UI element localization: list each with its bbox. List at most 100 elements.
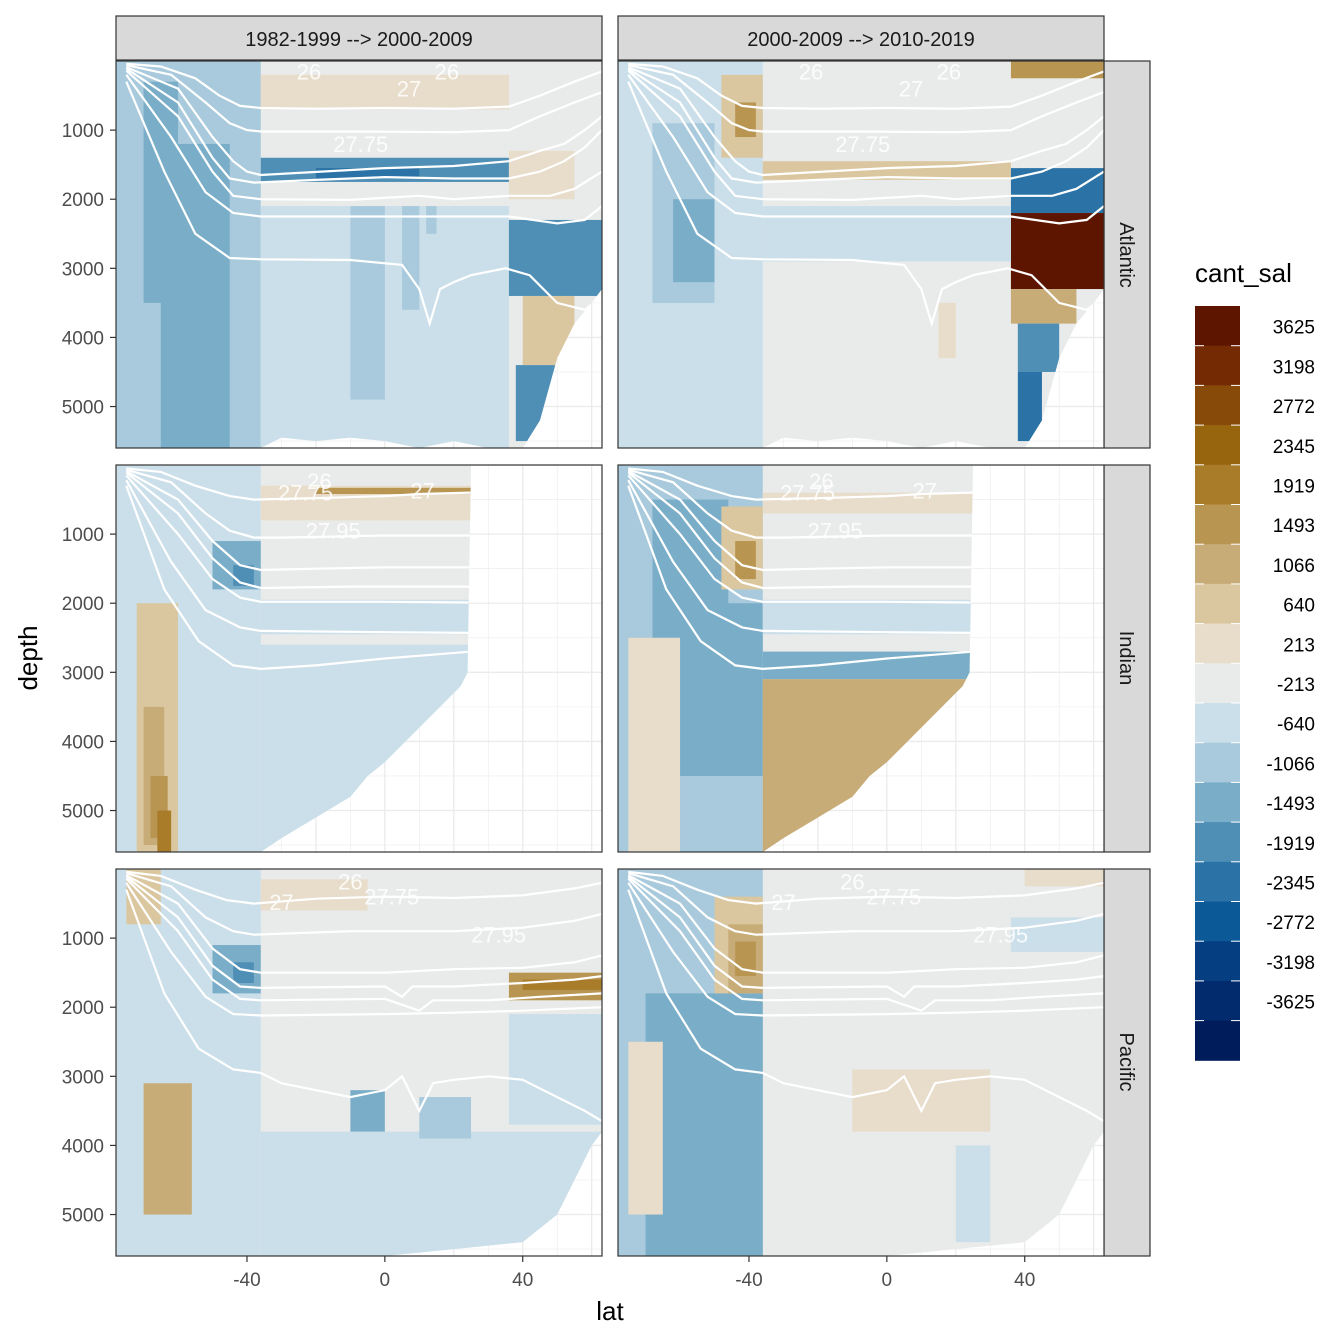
isopycnal-label: 27.95 — [808, 519, 863, 544]
isopycnal-line — [627, 81, 1104, 328]
y-tick-label: 2000 — [62, 594, 104, 615]
isopycnal-line — [627, 69, 1104, 202]
panel-border — [617, 464, 1105, 853]
legend-swatch — [1195, 742, 1240, 783]
isopycnal-line — [628, 62, 1104, 110]
legend-swatch — [1195, 980, 1240, 1022]
isopycnal-label: 26 — [297, 59, 321, 84]
legend-label: -213 — [1277, 675, 1315, 696]
x-tick-label: 0 — [882, 1270, 893, 1291]
field-patch — [1010, 61, 1104, 79]
panel-indian-1: 26 27 27.75 27.95 1000 2000 3000 4000 5000 — [62, 464, 603, 853]
facet-strip-row-1-label: Atlantic — [1115, 222, 1137, 288]
isopycnal-line — [125, 81, 602, 328]
field-patch — [508, 219, 602, 296]
field-patch — [426, 206, 437, 234]
isopycnal-line — [627, 889, 1104, 1123]
isopycnal-line — [126, 64, 602, 134]
field-patch — [628, 1041, 663, 1215]
isopycnal-line — [627, 470, 973, 572]
isopycnal-line — [126, 468, 471, 539]
legend-label: -3625 — [1266, 993, 1315, 1014]
isopycnal-line — [628, 870, 1104, 905]
isopycnal-label: 27 — [397, 77, 421, 102]
y-tick-label: 2000 — [62, 998, 104, 1019]
facet-strip-col-1 — [115, 15, 603, 61]
isopycnal-lines — [125, 62, 602, 328]
isopycnal-label: 27.75 — [364, 885, 419, 910]
field-patch — [1010, 289, 1077, 324]
isopycnal-line — [125, 875, 602, 999]
isopycnal-line — [126, 62, 602, 110]
isopycnal-line — [125, 66, 602, 177]
isopycnal-label: 27.95 — [471, 923, 526, 948]
isopycnal-line — [125, 471, 471, 590]
panel-border — [617, 60, 1105, 449]
panel-atlantic-2: 26 26 27 27.75 — [617, 59, 1105, 449]
isopycnal-line — [627, 872, 1104, 936]
y-tick-label: 3000 — [62, 663, 104, 684]
isopycnal-line — [125, 872, 602, 936]
isopycnal-line — [627, 882, 1104, 1017]
x-tick-label: -40 — [233, 1270, 260, 1291]
field-patch — [645, 993, 763, 1256]
legend-label: 3625 — [1273, 318, 1315, 339]
legend-swatch — [1195, 782, 1240, 823]
isopycnal-label: 27 — [899, 77, 923, 102]
legend-swatch — [1195, 663, 1240, 704]
isopycnal-label: 26 — [307, 469, 331, 494]
legend-swatch — [1195, 504, 1240, 545]
x-tick-label: -40 — [735, 1270, 762, 1291]
field-patch — [508, 1014, 602, 1125]
isopycnal-lines — [627, 467, 974, 671]
isopycnal-line — [126, 467, 472, 501]
legend-swatch — [1195, 345, 1240, 386]
field-patch — [1017, 323, 1060, 372]
field-patch — [1010, 213, 1104, 290]
cant-sal-field — [618, 869, 1104, 1256]
isopycnal-line — [125, 74, 602, 225]
x-tick-label: 0 — [380, 1270, 391, 1291]
panel-border — [115, 868, 603, 1257]
isopycnal-label: 26 — [840, 869, 864, 894]
isopycnal-line — [628, 468, 973, 539]
panel-border — [115, 464, 603, 853]
y-axis-title: depth — [13, 625, 43, 690]
cant-sal-field — [116, 869, 602, 1256]
facet-strip-row-1 — [1103, 60, 1151, 449]
isopycnal-line — [627, 67, 1104, 184]
facet-strip-row-2-label: Indian — [1115, 631, 1137, 686]
panel-border — [617, 868, 1105, 1257]
isopycnal-label: 27.75 — [835, 132, 890, 157]
isopycnal-label: 26 — [799, 59, 823, 84]
legend-label: -3198 — [1266, 953, 1315, 974]
legend-swatch — [1195, 822, 1240, 863]
x-tick-label: 40 — [512, 1270, 533, 1291]
isopycnal-line — [125, 470, 471, 572]
legend-swatch — [1195, 583, 1240, 625]
field-patch — [260, 599, 472, 635]
field-patch — [735, 102, 756, 138]
legend-label: -2345 — [1266, 874, 1315, 895]
isopycnal-label: 27 — [269, 890, 293, 915]
field-patch — [260, 74, 509, 110]
legend-label: 1493 — [1273, 516, 1315, 537]
isopycnal-line — [627, 74, 1104, 225]
isopycnal-lines — [125, 870, 602, 1123]
x-axis-title: lat — [596, 1296, 624, 1326]
isopycnal-label: 26 — [338, 869, 362, 894]
field-patch — [419, 1097, 472, 1139]
legend-swatch — [1195, 623, 1240, 664]
isopycnal-label: 26 — [809, 469, 833, 494]
field-patch — [315, 168, 420, 179]
isopycnal-line — [628, 467, 974, 501]
isopycnal-label: 26 — [937, 59, 961, 84]
field-patch — [1024, 869, 1104, 887]
isopycnal-line — [125, 474, 472, 604]
legend-label: 1919 — [1273, 477, 1315, 498]
legend-label: 213 — [1283, 635, 1315, 656]
field-patch — [852, 1069, 991, 1132]
isopycnal-label: 26 — [435, 59, 459, 84]
